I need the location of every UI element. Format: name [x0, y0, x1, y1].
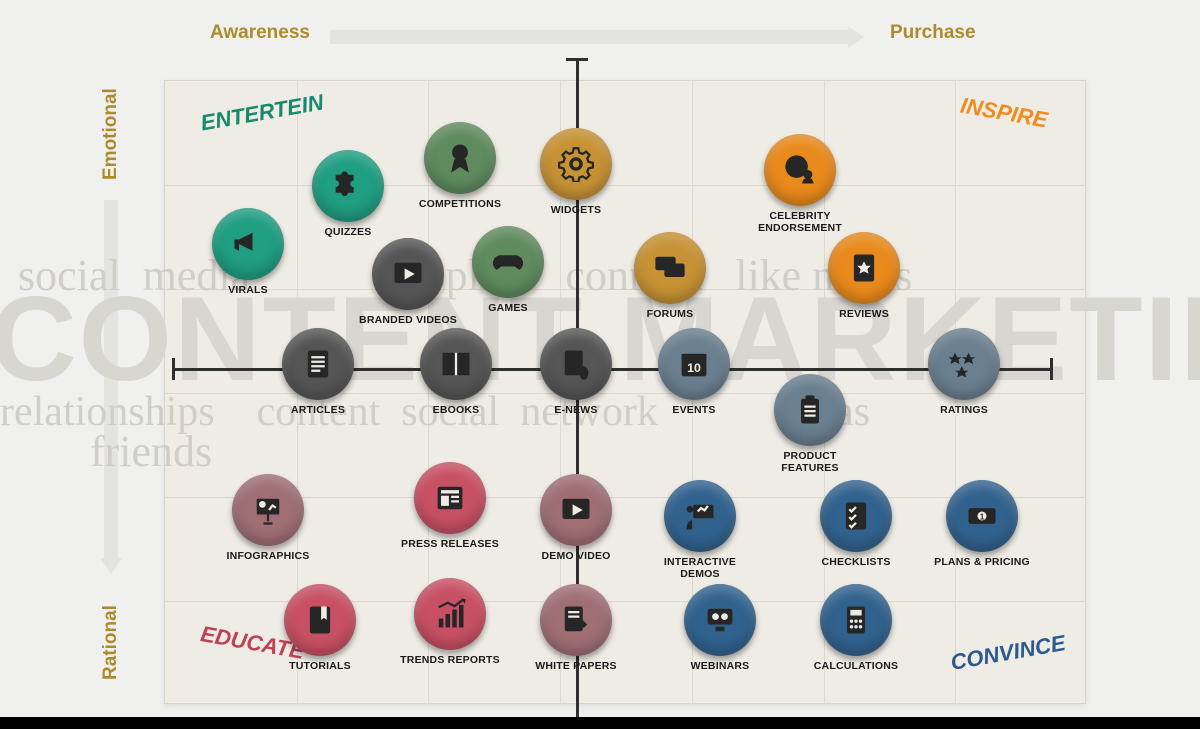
axis-vertical	[576, 60, 579, 720]
axis-top-arrow	[330, 30, 850, 44]
axis-awareness-label: Awareness	[210, 22, 310, 44]
axis-purchase-label: Purchase	[890, 22, 976, 44]
axis-rational-label: Rational	[100, 605, 122, 680]
plot-area	[164, 80, 1086, 704]
axis-emotional-label: Emotional	[100, 88, 122, 180]
bottom-shadow	[0, 717, 1200, 729]
axis-v-cap-top	[566, 58, 588, 61]
axis-horizontal	[174, 368, 1052, 371]
axis-h-cap-right	[1050, 358, 1053, 380]
axis-left-arrow	[104, 200, 118, 560]
axis-h-cap-left	[172, 358, 175, 380]
content-marketing-matrix: Awareness Purchase Emotional Rational so…	[0, 0, 1200, 729]
